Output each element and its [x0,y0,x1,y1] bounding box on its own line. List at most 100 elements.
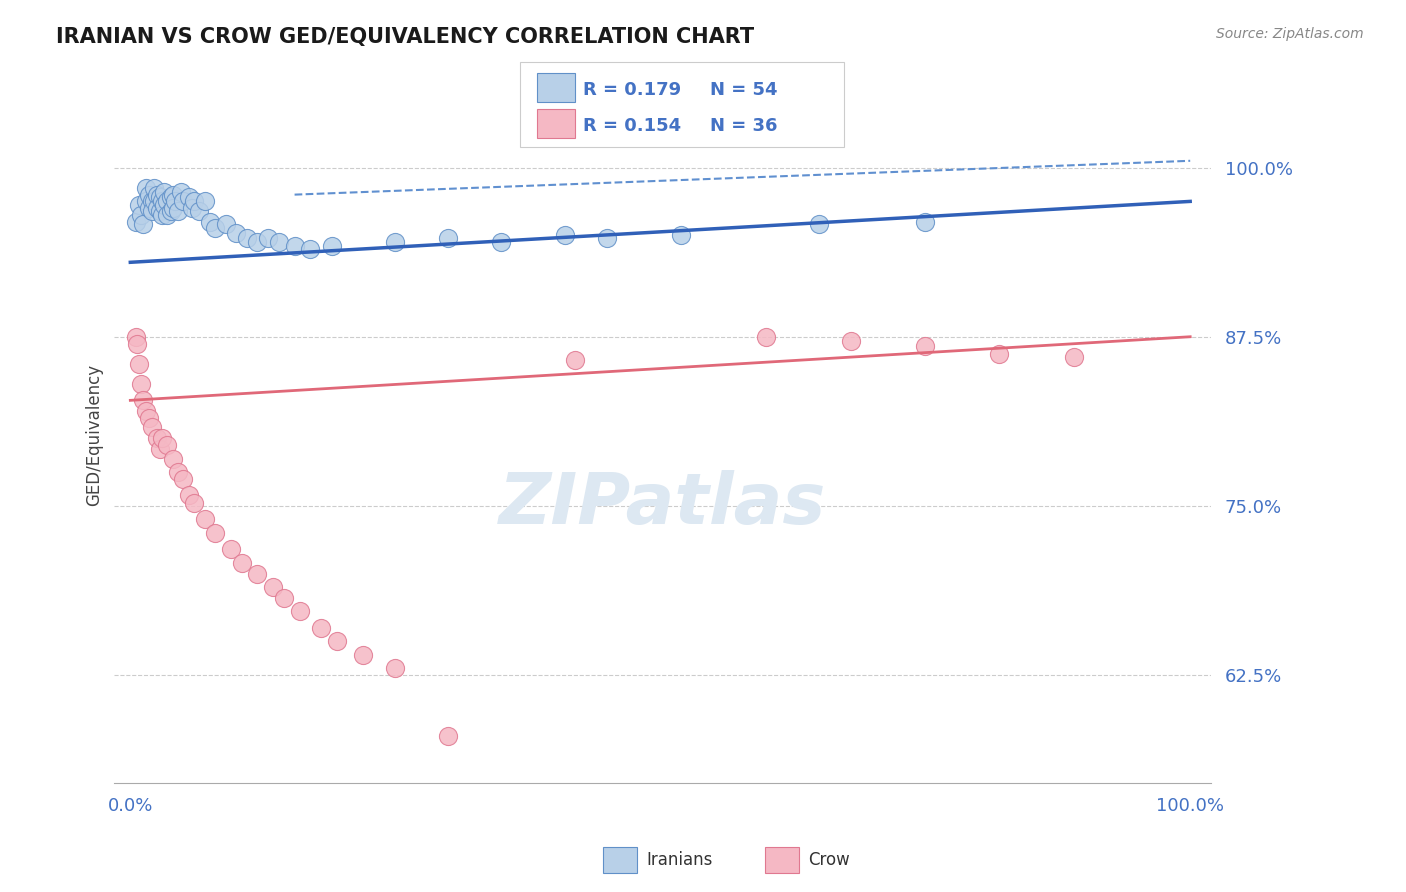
Point [150,431,173,445]
Y-axis label: GED/Equivalency: GED/Equivalency [86,364,103,506]
Point [284,239,307,253]
Point [172,194,194,209]
Point [141,194,163,209]
Point [141,420,163,434]
Point [219,542,242,557]
Point [177,488,200,502]
Point [162,187,184,202]
Point [267,235,290,249]
Point [188,203,211,218]
Point [596,231,619,245]
Point [671,228,693,243]
Point [125,336,148,351]
Point [135,181,157,195]
Point [124,330,146,344]
Point [839,334,862,348]
Point [309,621,332,635]
Point [128,357,150,371]
Point [142,181,165,195]
Point [204,221,226,235]
Point [273,591,295,605]
Point [808,218,831,232]
Point [299,242,322,256]
Text: IRANIAN VS CROW GED/EQUIVALENCY CORRELATION CHART: IRANIAN VS CROW GED/EQUIVALENCY CORRELAT… [56,27,755,46]
Point [384,235,406,249]
Point [129,208,152,222]
Point [353,648,375,662]
Point [132,218,155,232]
Point [156,208,179,222]
Point [1063,350,1085,364]
Point [288,605,311,619]
Point [183,496,205,510]
Point [198,215,221,229]
Point [215,218,238,232]
Point [128,198,150,212]
Point [321,239,343,253]
Point [183,194,205,209]
Point [755,330,778,344]
Point [138,187,160,202]
Point [124,215,146,229]
Point [153,185,176,199]
Text: N = 54: N = 54 [710,80,778,99]
Point [162,201,184,215]
Point [167,203,190,218]
Point [159,190,181,204]
Point [149,190,172,204]
Point [326,634,349,648]
Point [914,215,936,229]
Point [170,185,193,199]
Text: Crow: Crow [808,851,851,869]
Point [246,566,269,581]
Point [172,472,194,486]
Point [491,235,513,249]
Point [156,194,179,209]
Point [146,201,169,215]
Point [246,235,269,249]
Point [231,556,253,570]
Point [138,201,160,215]
Point [988,347,1011,361]
Point [564,352,586,367]
Point [257,231,280,245]
Text: ZIPatlas: ZIPatlas [499,470,827,539]
Point [132,393,155,408]
Point [437,729,460,743]
Text: R = 0.154: R = 0.154 [583,117,682,135]
Point [146,431,169,445]
Text: Source: ZipAtlas.com: Source: ZipAtlas.com [1216,27,1364,41]
Point [914,339,936,353]
Point [149,203,172,218]
Point [162,451,184,466]
Point [177,190,200,204]
Point [156,438,179,452]
Point [135,404,157,418]
Point [180,201,202,215]
Point [129,377,152,392]
Point [554,228,576,243]
Point [149,442,172,456]
Point [138,411,160,425]
Point [146,187,169,202]
Point [193,512,215,526]
Point [150,194,173,209]
Point [159,203,181,218]
Point [150,208,173,222]
Point [437,231,460,245]
Point [153,198,176,212]
Text: Iranians: Iranians [647,851,713,869]
Text: N = 36: N = 36 [710,117,778,135]
Point [141,203,163,218]
Text: R = 0.179: R = 0.179 [583,80,682,99]
Point [225,226,247,240]
Point [163,194,186,209]
Point [193,194,215,209]
Point [135,194,157,209]
Point [384,661,406,675]
Point [262,580,284,594]
Point [142,194,165,209]
Point [204,526,226,541]
Point [167,465,190,479]
Point [236,231,259,245]
